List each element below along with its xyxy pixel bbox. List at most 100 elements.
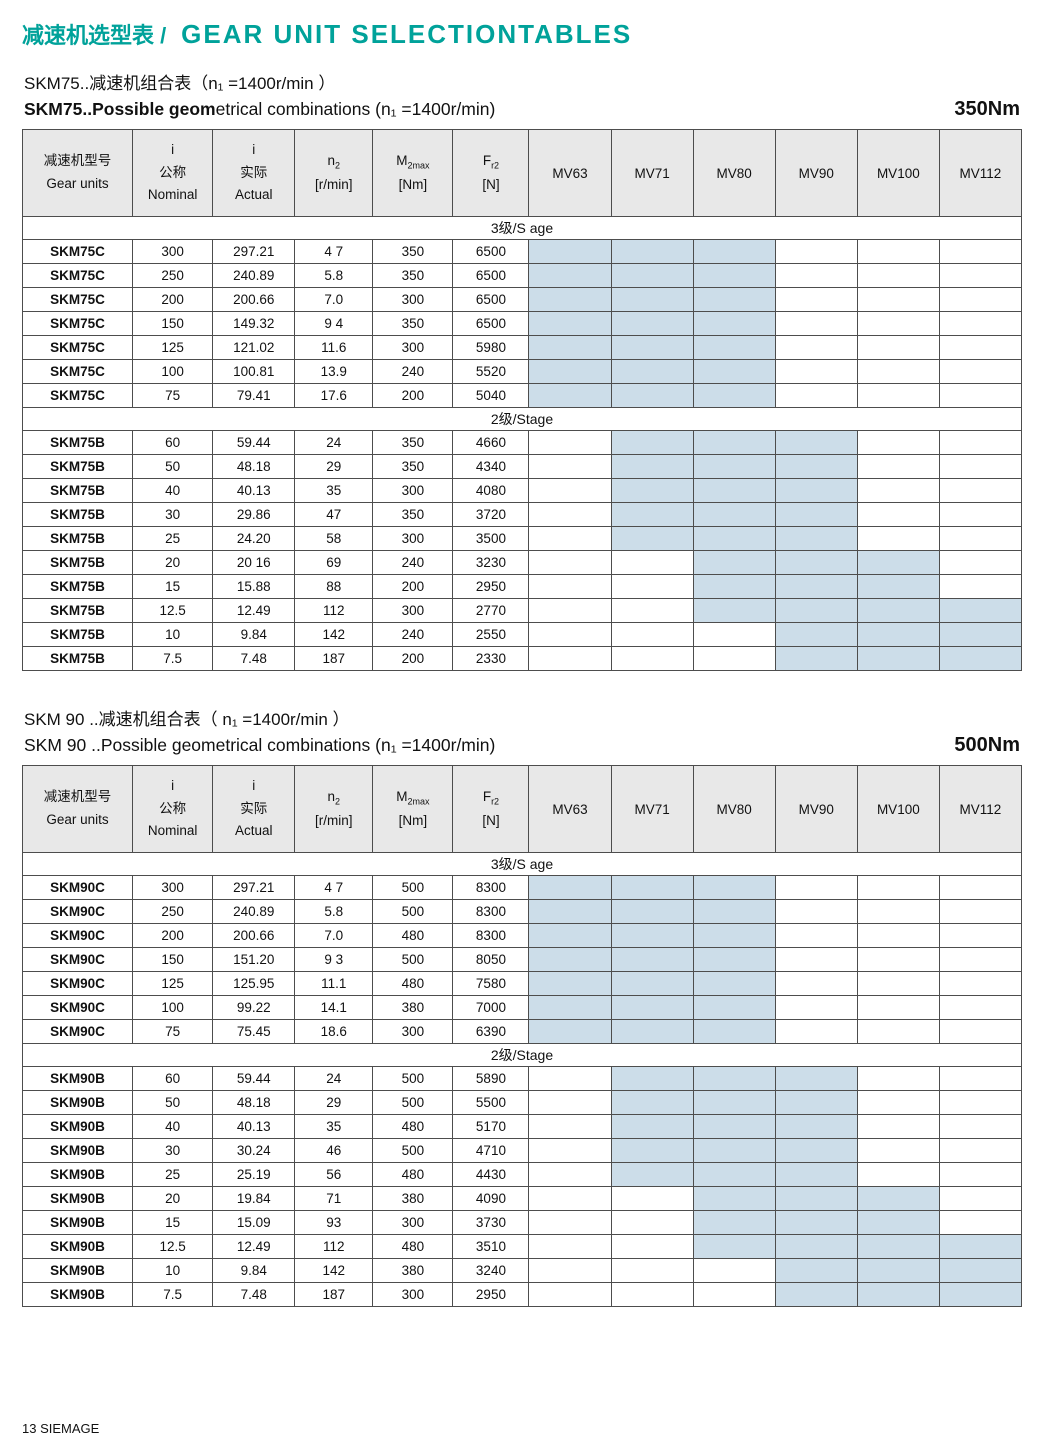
motor-availability-cell <box>610 1138 694 1163</box>
motor-availability-cell <box>528 454 612 479</box>
value-cell: 5890 <box>452 1066 530 1091</box>
motor-availability-cell <box>610 1234 694 1259</box>
value-cell: 29 <box>294 1090 374 1115</box>
motor-availability-cell <box>938 875 1023 900</box>
value-cell: 2950 <box>452 1282 530 1307</box>
motor-availability-cell <box>692 502 776 527</box>
value-cell: 300 <box>372 1210 454 1235</box>
value-cell: 4090 <box>452 1186 530 1211</box>
value-cell: 15.88 <box>212 574 296 599</box>
model-cell: SKM90B <box>21 1186 134 1211</box>
model-cell: SKM75B <box>21 526 134 551</box>
value-cell: 8300 <box>452 923 530 948</box>
table-row: SKM75B 7.5 7.48 187 200 2330 <box>21 646 1023 671</box>
motor-availability-cell <box>528 1186 612 1211</box>
value-cell: 150 <box>132 947 214 972</box>
value-cell: 300 <box>372 1282 454 1307</box>
motor-availability-cell <box>856 1186 940 1211</box>
value-cell: 142 <box>294 622 374 647</box>
value-cell: 300 <box>372 478 454 503</box>
motor-availability-cell <box>938 359 1023 384</box>
value-cell: 9 4 <box>294 311 374 336</box>
table-row: SKM75C 75 79.41 17.6 200 5040 <box>21 383 1023 408</box>
motor-availability-cell <box>938 899 1023 924</box>
table-row: SKM75B 25 24.20 58 300 3500 <box>21 526 1023 551</box>
value-cell: 20 <box>132 550 214 575</box>
motor-availability-cell <box>610 502 694 527</box>
motor-availability-cell <box>610 1114 694 1139</box>
value-cell: 15 <box>132 1210 214 1235</box>
value-cell: 4 7 <box>294 239 374 264</box>
value-cell: 3510 <box>452 1234 530 1259</box>
motor-availability-cell <box>610 899 694 924</box>
motor-availability-cell <box>528 263 612 288</box>
motor-availability-cell <box>528 430 612 455</box>
table-row: SKM90B 40 40.13 35 480 5170 <box>21 1114 1023 1139</box>
value-cell: 4660 <box>452 430 530 455</box>
value-cell: 2950 <box>452 574 530 599</box>
motor-availability-cell <box>774 1114 858 1139</box>
value-cell: 19.84 <box>212 1186 296 1211</box>
motor-availability-cell <box>692 875 776 900</box>
motor-availability-cell <box>610 622 694 647</box>
motor-availability-cell <box>938 263 1023 288</box>
motor-availability-cell <box>610 971 694 996</box>
value-cell: 9.84 <box>212 1258 296 1283</box>
motor-availability-cell <box>692 1019 776 1044</box>
value-cell: 240 <box>372 622 454 647</box>
model-cell: SKM75C <box>21 263 134 288</box>
motor-availability-cell <box>692 971 776 996</box>
motor-availability-cell <box>774 430 858 455</box>
motor-availability-cell <box>692 923 776 948</box>
value-cell: 24.20 <box>212 526 296 551</box>
motor-availability-cell <box>938 239 1023 264</box>
value-cell: 300 <box>372 287 454 312</box>
motor-availability-cell <box>610 550 694 575</box>
value-cell: 35 <box>294 478 374 503</box>
motor-availability-cell <box>938 335 1023 360</box>
value-cell: 240.89 <box>212 263 296 288</box>
table-row: SKM75C 150 149.32 9 4 350 6500 <box>21 311 1023 336</box>
motor-availability-cell <box>610 1019 694 1044</box>
value-cell: 40.13 <box>212 1114 296 1139</box>
value-cell: 59.44 <box>212 1066 296 1091</box>
motor-availability-cell <box>610 1066 694 1091</box>
motor-availability-cell <box>774 598 858 623</box>
value-cell: 7.48 <box>212 1282 296 1307</box>
value-cell: 7.0 <box>294 287 374 312</box>
skm75-heading-zh: SKM75..减速机组合表（n₁ =1400r/min ） <box>24 74 336 93</box>
motor-availability-cell <box>856 1019 940 1044</box>
value-cell: 10 <box>132 1258 214 1283</box>
stage-section-label: 2级/Stage <box>22 1043 1022 1067</box>
value-cell: 93 <box>294 1210 374 1235</box>
motor-column-header: MV100 <box>856 129 940 217</box>
value-cell: 480 <box>372 1234 454 1259</box>
motor-availability-cell <box>856 526 940 551</box>
motor-availability-cell <box>692 899 776 924</box>
stage-section-row: 2级/Stage <box>22 1043 1022 1067</box>
motor-availability-cell <box>774 923 858 948</box>
value-cell: 7.5 <box>132 1282 214 1307</box>
value-cell: 5500 <box>452 1090 530 1115</box>
motor-availability-cell <box>938 1234 1023 1259</box>
model-cell: SKM90C <box>21 947 134 972</box>
table-row: SKM90B 20 19.84 71 380 4090 <box>21 1186 1023 1211</box>
value-cell: 350 <box>372 430 454 455</box>
motor-availability-cell <box>610 875 694 900</box>
motor-availability-cell <box>938 598 1023 623</box>
value-cell: 480 <box>372 1162 454 1187</box>
motor-availability-cell <box>774 1258 858 1283</box>
skm90-torque-rating: 500Nm <box>954 734 1020 756</box>
motor-availability-cell <box>528 311 612 336</box>
motor-availability-cell <box>938 1210 1023 1235</box>
skm90-selection-table: 减速机型号 Gear units i 公称 Nominal i 实际 Actual n2 [r/m… <box>21 765 1023 1307</box>
value-cell: 125 <box>132 335 214 360</box>
value-cell: 300 <box>372 526 454 551</box>
motor-availability-cell <box>856 646 940 671</box>
value-cell: 380 <box>372 995 454 1020</box>
value-cell: 480 <box>372 923 454 948</box>
motor-availability-cell <box>692 454 776 479</box>
value-cell: 3230 <box>452 550 530 575</box>
motor-availability-cell <box>692 239 776 264</box>
motor-availability-cell <box>528 574 612 599</box>
